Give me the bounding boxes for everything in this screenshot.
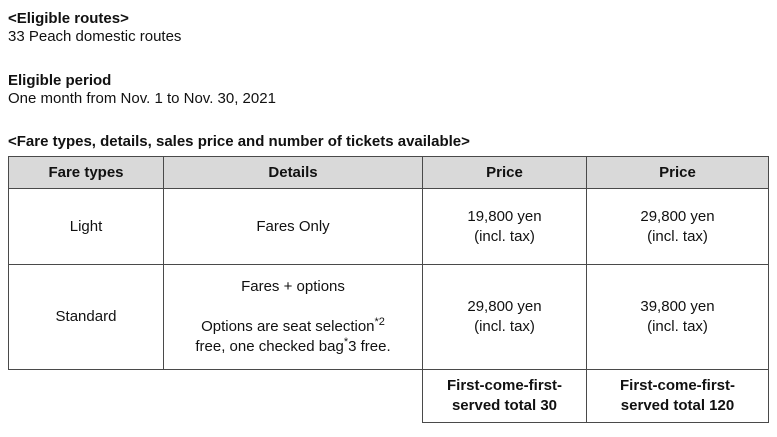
- details-blank-line: [164, 297, 422, 317]
- availability-line: served total 120: [620, 397, 735, 414]
- header-fare-types: Fare types: [8, 156, 164, 189]
- details-line-1: Fares + options: [241, 278, 345, 295]
- price-tax-note: (incl. tax): [647, 227, 708, 245]
- table-row-standard: Standard Fares + options Options are sea…: [8, 264, 769, 370]
- details-line-3-suffix: 3 free.: [348, 338, 391, 355]
- price-amount: 19,800 yen: [467, 207, 542, 225]
- header-details: Details: [163, 156, 423, 189]
- cell-standard-price-b: 39,800 yen (incl. tax): [586, 264, 769, 370]
- eligible-routes-heading: <Eligible routes>: [8, 10, 129, 27]
- availability-line: First-come-first-: [446, 377, 562, 394]
- price-amount: 29,800 yen: [640, 207, 715, 225]
- availability-line: served total 30: [451, 397, 558, 414]
- price-tax-note: (incl. tax): [474, 227, 535, 245]
- header-price-b: Price: [586, 156, 769, 189]
- price-tax-note: (incl. tax): [647, 318, 708, 335]
- price-amount: 39,800 yen: [640, 298, 715, 315]
- fare-table-heading: <Fare types, details, sales price and nu…: [8, 133, 470, 150]
- price-tax-note: (incl. tax): [474, 318, 535, 335]
- table-row-light: Light Fares Only 19,800 yen (incl. tax) …: [8, 188, 769, 265]
- cell-availability-price-a: First-come-first- served total 30: [422, 369, 587, 423]
- details-line-3-text: free, one checked bag: [195, 338, 344, 355]
- details-line-3: free, one checked bag*3 free.: [164, 337, 422, 357]
- cell-availability-price-b: First-come-first- served total 120: [586, 369, 769, 423]
- footnote-marker-3: *: [343, 336, 349, 348]
- cell-standard-price-a: 29,800 yen (incl. tax): [422, 264, 587, 370]
- cell-light-details: Fares Only: [163, 188, 423, 265]
- cell-light-price-a: 19,800 yen (incl. tax): [422, 188, 587, 265]
- cell-standard-fare-type: Standard: [8, 264, 164, 370]
- cell-light-price-b: 29,800 yen (incl. tax): [586, 188, 769, 265]
- eligible-period-body: One month from Nov. 1 to Nov. 30, 2021: [8, 90, 276, 107]
- fare-table: Fare types Details Price Price Light Far…: [8, 156, 769, 423]
- details-line-2: Options are seat selection*2: [164, 317, 422, 337]
- cell-standard-details: Fares + options Options are seat selecti…: [163, 264, 423, 370]
- table-header-row: Fare types Details Price Price: [8, 156, 769, 189]
- table-row-availability: First-come-first- served total 30 First-…: [9, 369, 769, 423]
- eligible-routes-body: 33 Peach domestic routes: [8, 28, 182, 45]
- header-price-a: Price: [422, 156, 587, 189]
- availability-line: First-come-first-: [619, 377, 735, 394]
- details-line-2-text: Options are seat selection: [201, 318, 375, 335]
- price-amount: 29,800 yen: [467, 298, 542, 315]
- cell-availability-empty: [9, 370, 423, 423]
- cell-light-fare-type: Light: [8, 188, 164, 265]
- eligible-period-heading: Eligible period: [8, 72, 112, 89]
- footnote-marker-2: *2: [374, 316, 385, 328]
